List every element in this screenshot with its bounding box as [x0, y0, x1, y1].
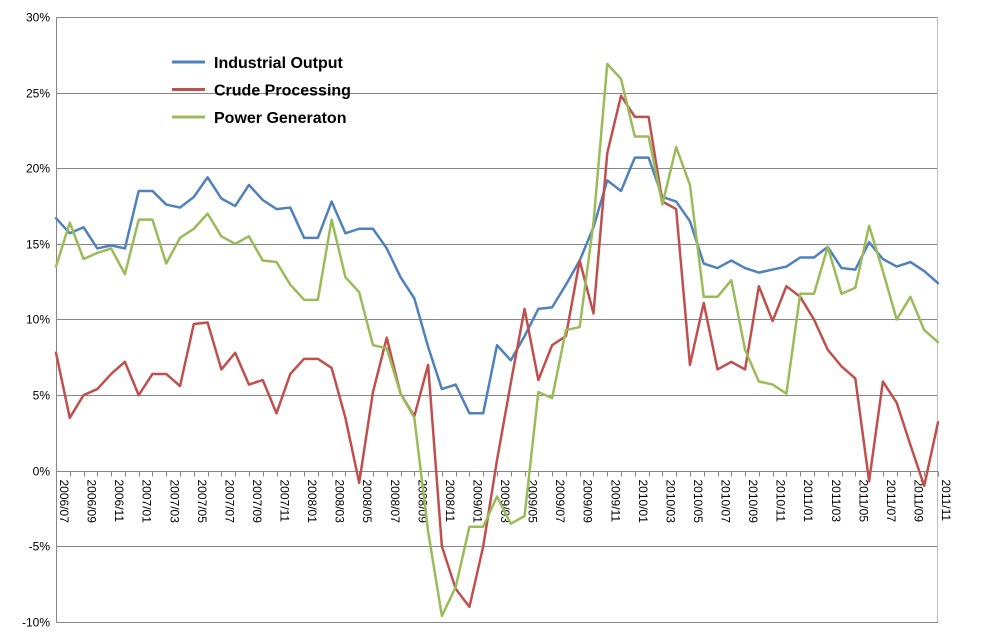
x-tick-label: 2008/07 [388, 480, 402, 524]
x-tick-label: 2008/03 [333, 480, 347, 524]
x-tick-label: 2008/11 [443, 480, 457, 523]
x-tick-label: 2010/01 [636, 480, 650, 524]
x-tick-label: 2010/07 [719, 480, 733, 524]
x-tick-label: 2009/11 [608, 480, 622, 523]
x-tick-label: 2008/05 [360, 480, 374, 524]
y-tick-label: 25% [26, 87, 50, 101]
x-tick-label: 2011/09 [911, 480, 925, 523]
series-lines [54, 62, 940, 618]
x-tick-label: 2007/01 [140, 480, 154, 524]
series-line-power-generaton [54, 62, 940, 618]
x-tick-label: 2011/05 [856, 480, 870, 523]
axes: -10% -5% 0% 5% 10% 15% 20% 25% 30% 2006/07 2006/09… [22, 11, 953, 630]
x-tick-label: 2011/01 [801, 480, 815, 523]
x-tick-label: 2009/03 [498, 480, 512, 524]
x-tick-label: 2010/09 [746, 480, 760, 524]
x-tick-label: 2006/09 [85, 480, 99, 524]
y-tick-label: 0% [33, 465, 51, 479]
x-tick-label: 2009/01 [470, 480, 484, 524]
y-tick-label: 20% [26, 162, 50, 176]
y-tick-label: 5% [33, 389, 51, 403]
x-tick-label: 2008/01 [305, 480, 319, 524]
x-tick-label: 2011/11 [939, 480, 953, 522]
y-tick-label: 10% [26, 313, 50, 327]
x-tick-label: 2010/03 [663, 480, 677, 524]
x-tick-label: 2007/03 [167, 480, 181, 524]
x-tick-label: 2011/03 [829, 480, 843, 523]
x-tick-label: 2009/07 [553, 480, 567, 524]
series-line-crude-processing [54, 94, 940, 609]
legend-label: Crude Processing [214, 83, 351, 100]
y-tick-label: -5% [29, 540, 51, 554]
x-tick-label: 2007/05 [195, 480, 209, 524]
legend-label: Industrial Output [214, 55, 344, 72]
x-tick-label: 2010/05 [691, 480, 705, 524]
series-line-industrial-output [54, 156, 940, 415]
legend: Industrial Output Crude Processing Power G… [172, 55, 351, 127]
x-tick-label: 2006/11 [112, 480, 126, 523]
y-tick-label: 15% [26, 238, 50, 252]
x-tick-label: 2006/07 [57, 480, 71, 524]
x-tick-label: 2007/09 [250, 480, 264, 524]
y-tick-label: -10% [22, 616, 50, 630]
x-tick-label: 2010/11 [774, 480, 788, 523]
x-tick-label: 2011/07 [884, 480, 898, 523]
y-tick-label: 30% [26, 11, 50, 25]
legend-label: Power Generaton [214, 110, 346, 127]
x-tick-label: 2007/07 [222, 480, 236, 524]
x-tick-label: 2009/05 [526, 480, 540, 524]
x-tick-label: 2007/11 [278, 480, 292, 523]
x-tick-label: 2009/09 [581, 480, 595, 524]
